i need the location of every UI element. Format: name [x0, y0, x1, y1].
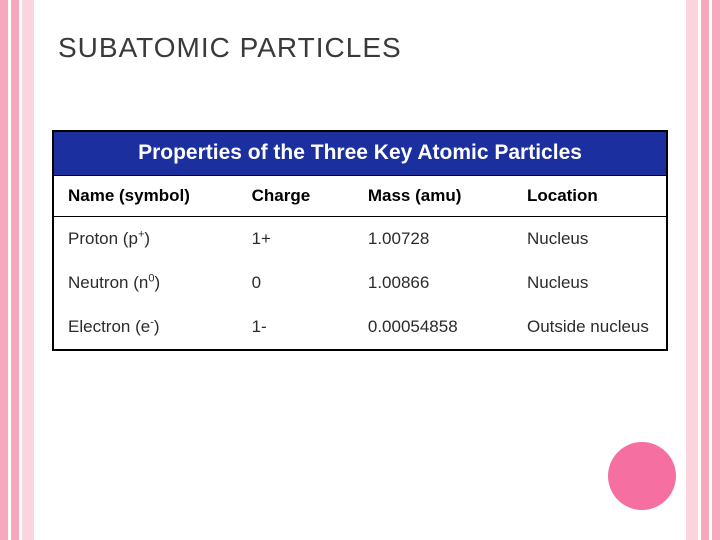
- particles-table: Properties of the Three Key Atomic Parti…: [52, 130, 668, 351]
- table-row: Neutron (n0) 0 1.00866 Nucleus: [54, 261, 666, 305]
- stripe-right-inner: [686, 0, 698, 540]
- col-header-name: Name (symbol): [54, 176, 238, 217]
- cell-name: Proton (p+): [54, 217, 238, 262]
- col-header-charge: Charge: [238, 176, 354, 217]
- table-title: Properties of the Three Key Atomic Parti…: [54, 132, 666, 176]
- cell-location: Outside nucleus: [513, 305, 666, 349]
- slide-content: SUBATOMIC PARTICLES Properties of the Th…: [40, 0, 680, 540]
- table-row: Proton (p+) 1+ 1.00728 Nucleus: [54, 217, 666, 262]
- name-base: Proton (p: [68, 229, 138, 248]
- name-base: Neutron (n: [68, 273, 148, 292]
- stripe-right-gap1: [709, 0, 712, 540]
- accent-circle-icon: [608, 442, 676, 510]
- cell-mass: 1.00728: [354, 217, 513, 262]
- table-body: Name (symbol) Charge Mass (amu) Location…: [54, 176, 666, 349]
- slide-heading: SUBATOMIC PARTICLES: [40, 0, 680, 74]
- table-row: Electron (e-) 1- 0.00054858 Outside nucl…: [54, 305, 666, 349]
- name-tail: ): [144, 229, 150, 248]
- stripe-left-outer: [0, 0, 8, 540]
- cell-location: Nucleus: [513, 217, 666, 262]
- table-header-row: Name (symbol) Charge Mass (amu) Location: [54, 176, 666, 217]
- stripe-left-inner: [22, 0, 34, 540]
- name-tail: ): [154, 317, 160, 336]
- cell-name: Electron (e-): [54, 305, 238, 349]
- name-base: Electron (e: [68, 317, 150, 336]
- col-header-mass: Mass (amu): [354, 176, 513, 217]
- stripe-right-gap2: [698, 0, 701, 540]
- cell-charge: 1-: [238, 305, 354, 349]
- cell-mass: 1.00866: [354, 261, 513, 305]
- cell-charge: 0: [238, 261, 354, 305]
- cell-name: Neutron (n0): [54, 261, 238, 305]
- stripe-right-outer: [712, 0, 720, 540]
- cell-charge: 1+: [238, 217, 354, 262]
- col-header-location: Location: [513, 176, 666, 217]
- stripe-left-mid: [11, 0, 19, 540]
- stripe-right-mid: [701, 0, 709, 540]
- cell-location: Nucleus: [513, 261, 666, 305]
- cell-mass: 0.00054858: [354, 305, 513, 349]
- name-tail: ): [154, 273, 160, 292]
